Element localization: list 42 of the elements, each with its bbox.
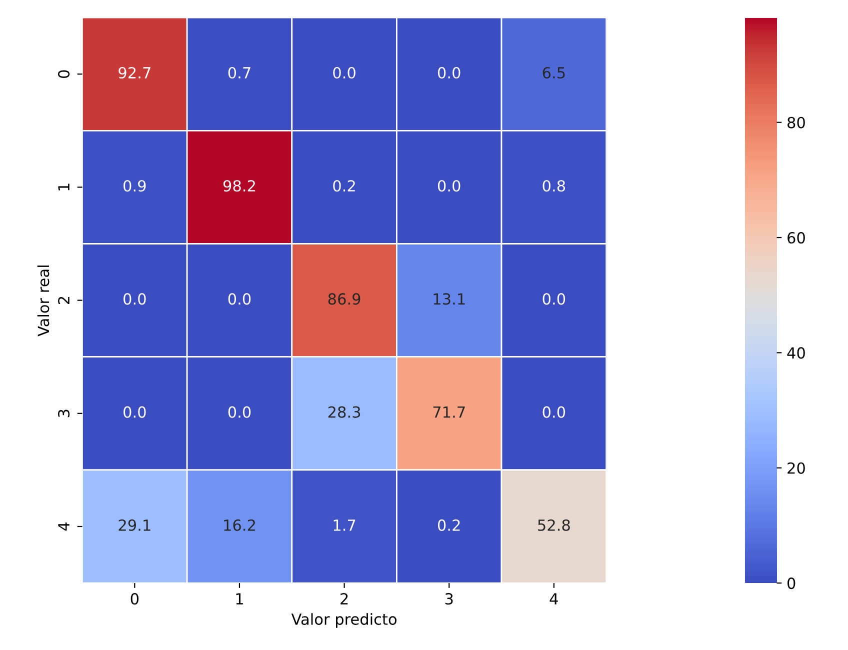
data-label: 1.7 [334, 520, 356, 531]
x-axis-title: Valor predicto [291, 613, 396, 628]
x-tick-label: 4 [550, 593, 558, 604]
color-bar-label: 40 [787, 347, 805, 359]
data-label: 0.0 [124, 406, 146, 418]
x-tick-label: 0 [130, 593, 139, 605]
data-label: 0.0 [228, 293, 251, 305]
data-label: 92.7 [118, 66, 150, 79]
x-tick-label: 2 [340, 593, 348, 604]
y-tick-label: 3 [58, 410, 70, 418]
y-tick-label: 2 [58, 296, 70, 304]
y-tick-label: 4 [58, 522, 70, 531]
y-axis-title: Valor real [37, 266, 50, 336]
data-label: 0.0 [438, 180, 460, 192]
data-label: 0.0 [542, 293, 566, 305]
x-tick-label: 3 [445, 593, 453, 605]
data-label: 0.2 [438, 519, 460, 531]
data-label: 86.9 [328, 293, 360, 305]
data-label: 16.2 [224, 519, 255, 531]
data-label: 0.0 [333, 66, 356, 79]
color-bar-label: 20 [788, 462, 805, 474]
data-label: 0.0 [542, 406, 566, 418]
data-label: 0.8 [542, 180, 566, 192]
x-tick-label: 1 [236, 593, 243, 604]
y-tick-label: 1 [58, 184, 70, 190]
color-bar-label: 60 [788, 232, 805, 244]
y-tick-label: 0 [58, 70, 70, 78]
data-label: 0.7 [228, 66, 250, 79]
data-label: 13.1 [434, 293, 465, 305]
data-label: 0.0 [438, 66, 460, 79]
data-label: 0.0 [228, 406, 251, 418]
color-bar-label: 80 [788, 116, 805, 128]
data-label: 52.8 [538, 519, 570, 531]
data-label: 0.2 [333, 180, 355, 192]
data-label: 6.5 [542, 66, 565, 79]
data-label: 28.3 [328, 406, 360, 418]
data-label: 29.1 [118, 519, 150, 531]
data-label: 0.9 [124, 180, 146, 192]
color-bar-label: 0 [788, 578, 796, 590]
data-label: 98.2 [223, 180, 255, 192]
data-label: 0.0 [124, 293, 146, 305]
data-label: 71.7 [433, 406, 465, 418]
